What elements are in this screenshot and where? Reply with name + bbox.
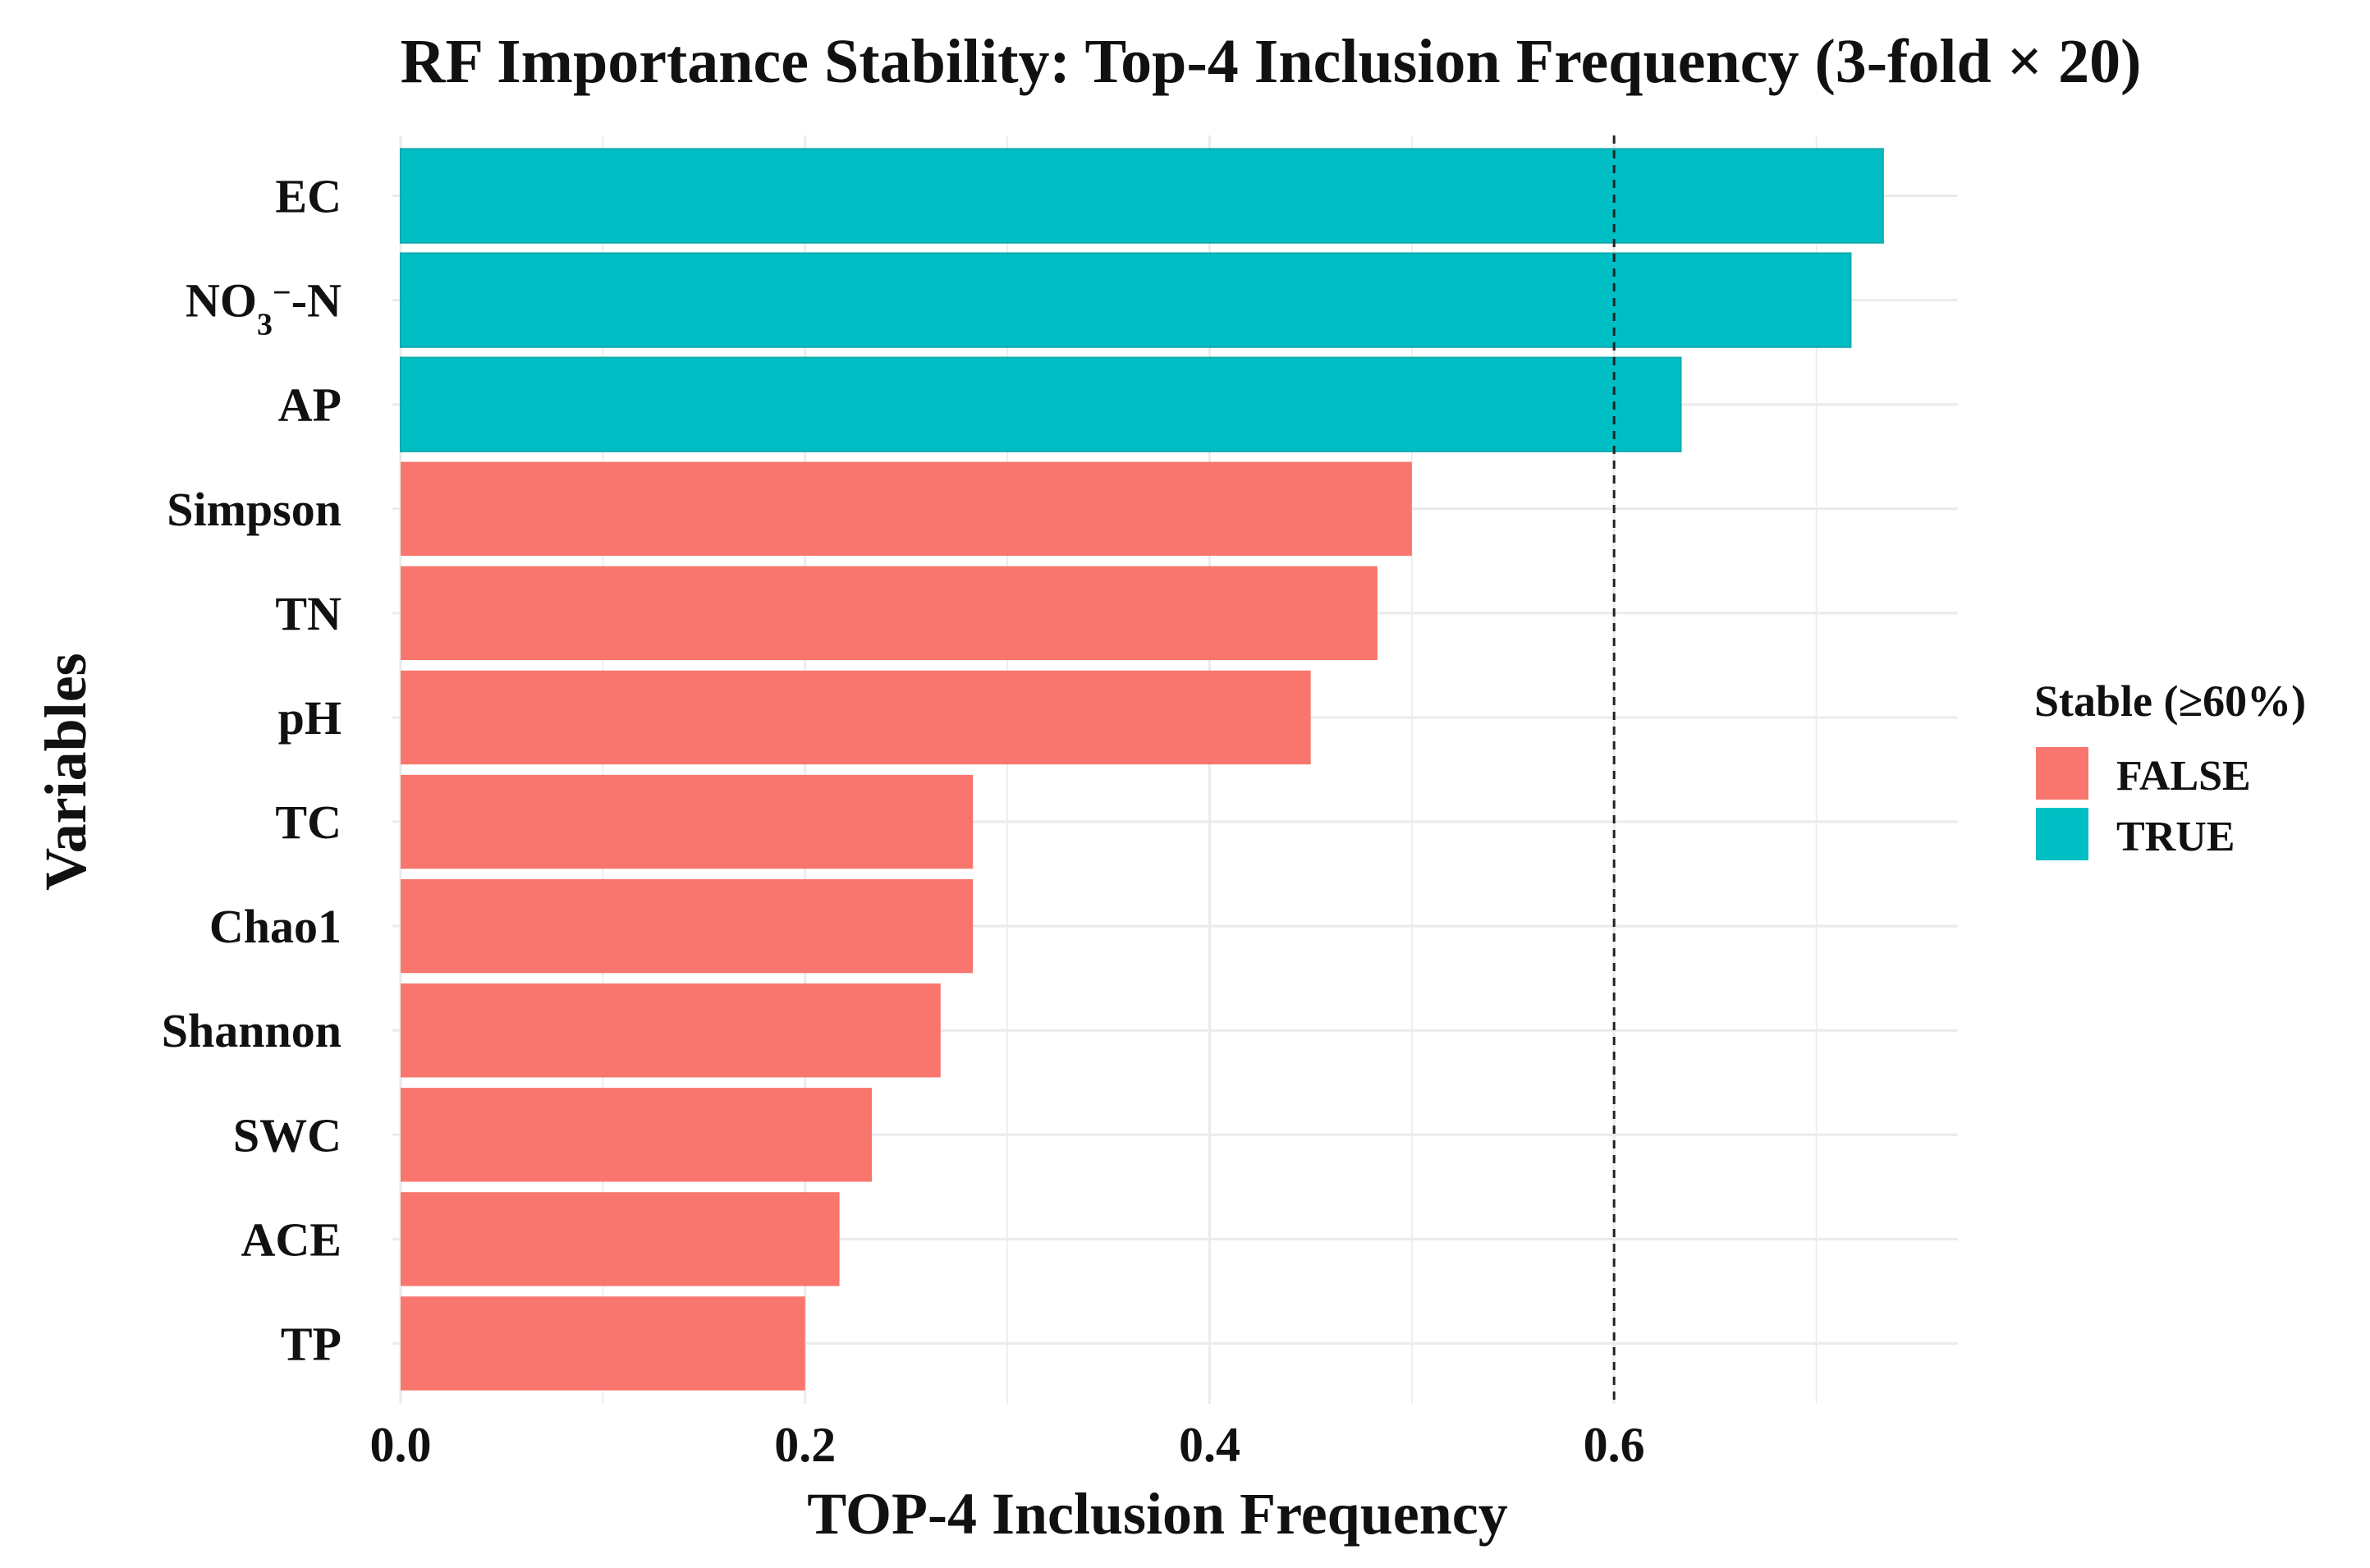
legend-label-true: TRUE: [2116, 814, 2235, 860]
bar-7: [401, 878, 974, 974]
y-tick-label: TC: [275, 795, 342, 849]
bar-1: [400, 252, 1852, 348]
bar-6: [401, 774, 974, 869]
bar-9: [401, 1088, 873, 1182]
y-tick-labels: EC NO3−-N AP Simpson TN pH TC Chao1 Shannon SWC AC…: [162, 170, 342, 1371]
y-tick-label: pH: [278, 691, 342, 745]
x-tick-label: 0.4: [1179, 1418, 1240, 1472]
x-tick-label: 0.0: [370, 1418, 432, 1472]
y-axis-title: Variables: [33, 653, 99, 890]
x-tick-label: 0.6: [1584, 1418, 1645, 1472]
bars: [400, 148, 1884, 1391]
chart-title: RF Importance Stability: Top-4 Inclusion…: [401, 27, 2142, 96]
legend-title: Stable (≥60%): [2034, 676, 2306, 726]
bar-10: [401, 1192, 840, 1286]
legend-swatch-true: [2036, 808, 2088, 860]
x-tick-label: 0.2: [774, 1418, 836, 1472]
y-tick-label: TP: [281, 1317, 342, 1370]
legend: Stable (≥60%) FALSE TRUE: [2034, 676, 2306, 860]
bar-11: [401, 1296, 805, 1391]
y-tick-label: Shannon: [162, 1004, 342, 1057]
y-tick-label: Simpson: [167, 483, 342, 536]
bar-0: [400, 148, 1884, 244]
legend-label-false: FALSE: [2116, 753, 2251, 800]
y-tick-label: ACE: [241, 1213, 342, 1266]
y-tick-label: AP: [278, 378, 342, 432]
legend-swatch-false: [2036, 747, 2088, 800]
bar-5: [401, 670, 1311, 765]
y-tick-label: Chao1: [209, 900, 342, 953]
bar-2: [400, 356, 1682, 452]
y-tick-label: TN: [275, 587, 342, 640]
y-tick-label: EC: [275, 170, 342, 223]
y-tick-label: NO3−-N: [186, 274, 342, 342]
x-tick-labels: 0.0 0.2 0.4 0.6: [370, 1418, 1645, 1472]
bar-4: [401, 566, 1378, 661]
bar-8: [401, 983, 941, 1078]
x-axis-title: TOP-4 Inclusion Frequency: [807, 1481, 1507, 1547]
bar-3: [401, 461, 1412, 556]
y-tick-label: SWC: [233, 1108, 342, 1162]
